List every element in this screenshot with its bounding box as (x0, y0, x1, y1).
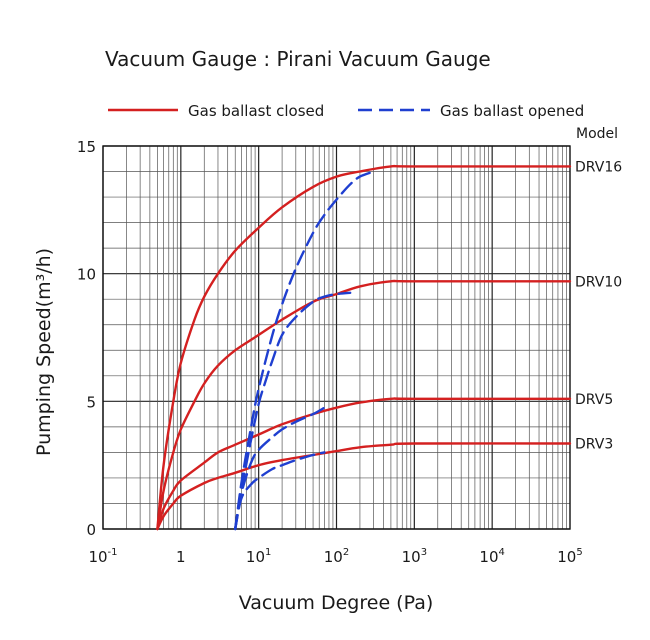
legend: Gas ballast closed Gas ballast opened (108, 102, 584, 120)
x-tick-label: 102 (324, 547, 349, 566)
series-line-drv10-closed (156, 279, 572, 531)
series-line-drv3-opened (234, 451, 326, 531)
model-label-drv16: DRV16 (575, 159, 622, 175)
plot-frame (102, 145, 571, 530)
series-line-drv16-closed (156, 164, 572, 531)
plot-grid (102, 145, 571, 530)
series-line-drv5-opened (234, 406, 326, 531)
chart-title: Vacuum Gauge : Pirani Vacuum Gauge (105, 47, 491, 71)
y-axis-label: Pumping Speed(m³/h) (33, 248, 55, 456)
model-labels: DRV16 DRV10 DRV5 DRV3 (575, 159, 622, 452)
series-line-drv5-closed (156, 397, 572, 531)
legend-label-opened: Gas ballast opened (440, 102, 584, 120)
axis-ticks: 0 5 10 15 10-1 1 101 102 103 104 105 (77, 138, 583, 566)
y-tick-label: 0 (86, 521, 96, 539)
legend-label-closed: Gas ballast closed (188, 102, 324, 120)
x-tick-label: 1 (176, 548, 186, 566)
x-tick-label: 103 (402, 547, 427, 566)
x-tick-label: 101 (246, 547, 271, 566)
series-layer (156, 164, 572, 531)
x-tick-label: 10-1 (88, 547, 117, 566)
y-tick-label: 10 (77, 266, 96, 284)
x-tick-label: 105 (557, 547, 582, 566)
y-tick-label: 5 (86, 393, 96, 411)
y-tick-label: 15 (77, 138, 96, 156)
model-header: Model (576, 126, 618, 142)
model-label-drv3: DRV3 (575, 436, 613, 452)
series-line-drv16-opened (234, 170, 375, 531)
model-label-drv5: DRV5 (575, 392, 613, 408)
model-label-drv10: DRV10 (575, 274, 622, 290)
x-tick-label: 104 (479, 547, 504, 566)
series-line-drv10-opened (234, 291, 352, 531)
series-line-drv3-closed (156, 442, 572, 531)
x-axis-label: Vacuum Degree (Pa) (239, 592, 434, 614)
